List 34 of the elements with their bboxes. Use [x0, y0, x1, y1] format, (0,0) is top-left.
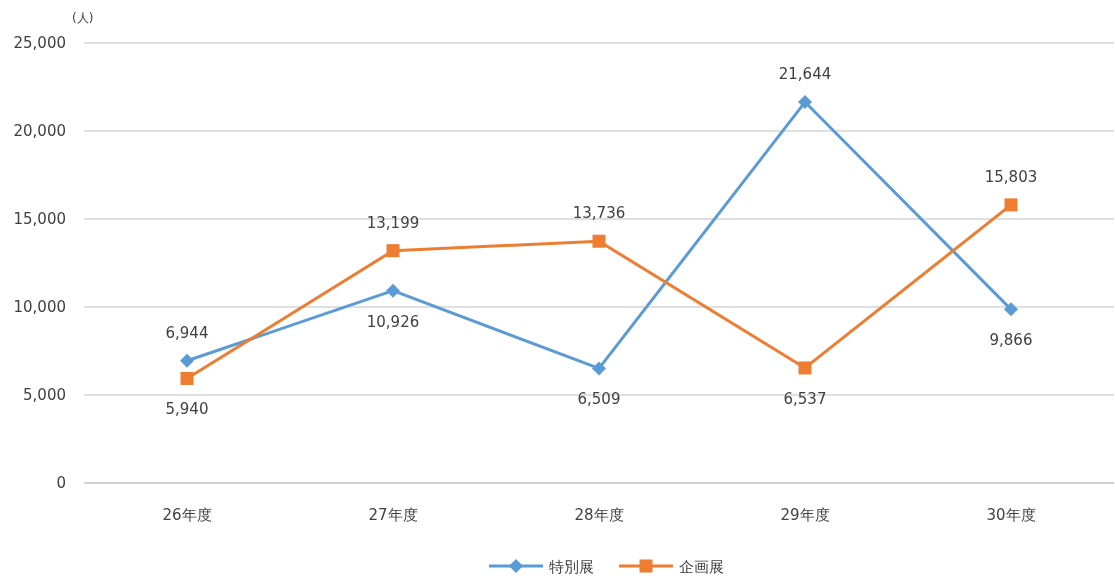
data-label: 6,944 — [165, 323, 209, 342]
point — [1004, 302, 1018, 317]
point — [592, 361, 606, 376]
x-tick-label: 26年度 — [162, 506, 212, 524]
point — [798, 361, 812, 375]
y-tick-label: 0 — [56, 474, 66, 492]
data-label: 10,926 — [366, 312, 420, 331]
data-label: 6,509 — [577, 390, 621, 409]
x-tick-label: 28年度 — [574, 506, 624, 524]
data-label: 5,940 — [165, 400, 209, 419]
data-label: 21,644 — [778, 65, 832, 84]
legend-label: 特別展 — [549, 558, 594, 576]
point — [180, 371, 194, 385]
x-tick-label: 27年度 — [368, 506, 418, 524]
legend-label: 企画展 — [679, 558, 724, 576]
point — [1004, 198, 1018, 212]
data-label: 13,199 — [366, 213, 420, 232]
x-tick-label: 30年度 — [986, 506, 1036, 524]
point — [798, 95, 812, 110]
y-tick-label: 5,000 — [23, 386, 66, 404]
y-tick-label: 20,000 — [13, 122, 66, 140]
point — [180, 353, 194, 368]
y-tick-label: 10,000 — [13, 298, 66, 316]
x-tick-label: 29年度 — [780, 506, 830, 524]
y-tick-label: 25,000 — [13, 34, 66, 52]
data-label: 9,866 — [989, 331, 1033, 350]
point — [592, 234, 606, 248]
data-label: 13,736 — [572, 204, 626, 223]
y-tick-label: 15,000 — [13, 210, 66, 228]
point — [386, 244, 400, 258]
point — [386, 283, 400, 298]
data-label: 6,537 — [783, 389, 827, 408]
y-axis-title: (人) — [72, 11, 94, 25]
data-label: 15,803 — [984, 167, 1038, 186]
